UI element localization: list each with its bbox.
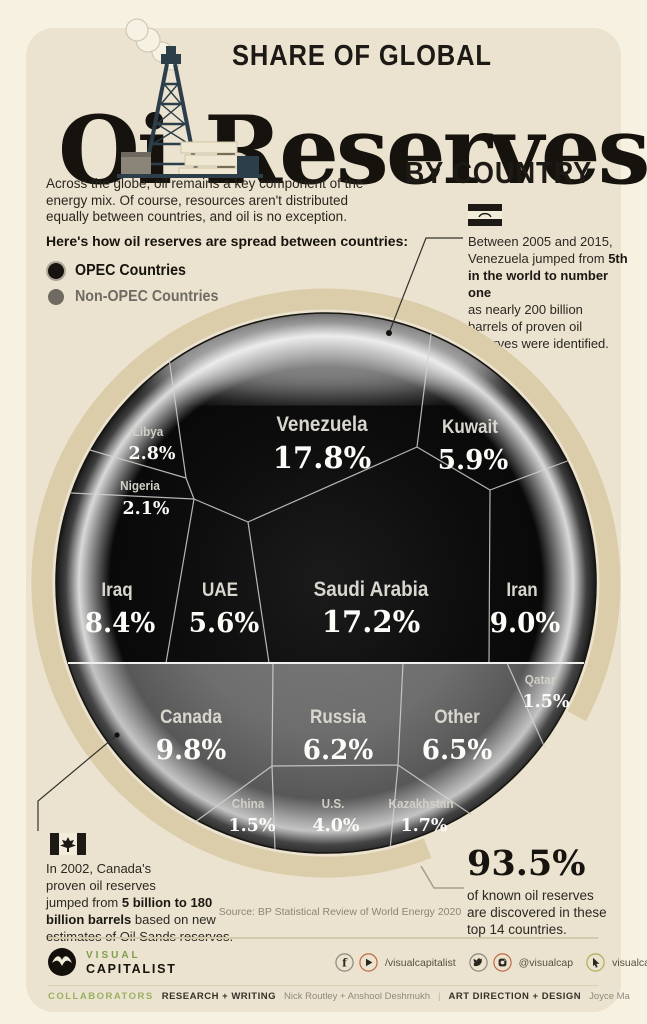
social-handle-2[interactable]: @visualcap <box>518 956 574 969</box>
cursor-icon[interactable] <box>586 953 605 972</box>
collaborators-divider <box>48 985 598 986</box>
intro-line-1: Across the globe, oil remains a key comp… <box>46 176 364 191</box>
venezuela-flag-icon <box>468 204 502 226</box>
visual-capitalist-logo[interactable] <box>47 947 77 977</box>
derrick-crown-icon <box>161 54 181 64</box>
page-title-right: Reserves <box>204 96 647 206</box>
credit-research-label: RESEARCH + WRITING <box>161 991 277 1002</box>
logo-wordmark[interactable]: VISUAL CAPITALIST <box>86 950 177 976</box>
non-opec-swatch <box>48 289 64 305</box>
opec-swatch <box>48 263 64 279</box>
credit-design-names: Joyce Ma <box>589 991 630 1002</box>
derrick-pulley-icon <box>166 46 176 54</box>
legend-label-opec: OPEC Countries <box>75 262 186 279</box>
social-links: f /visualcapitalist @visualcap visualcap… <box>335 953 647 972</box>
legend-item-non-opec: Non-OPEC Countries <box>48 288 231 306</box>
canada-annotation: In 2002, Canada's proven oil reserves ju… <box>46 861 233 944</box>
coverage-stat: 93.5% of known oil reserves are discover… <box>467 846 617 938</box>
instagram-icon[interactable] <box>492 953 512 972</box>
intro-paragraph: Across the globe, oil remains a key comp… <box>46 176 436 226</box>
collaborators-label: COLLABORATORS <box>48 991 154 1002</box>
tank-icon <box>237 156 259 174</box>
page-subtitle: BY COUNTRY <box>404 155 592 190</box>
credit-research-names: Nick Routley + Anshool Deshmukh <box>284 991 431 1002</box>
credit-separator: | <box>438 991 441 1002</box>
oil-derrick-illustration <box>117 18 263 178</box>
venezuela-annotation: Between 2005 and 2015, Venezuela jumped … <box>468 234 628 351</box>
intro-line-2: energy mix. Of course, resources aren't … <box>46 192 348 208</box>
credit-design-label: ART DIRECTION + DESIGN <box>448 991 582 1002</box>
legend-label-non-opec: Non-OPEC Countries <box>75 288 219 305</box>
svg-text:f: f <box>342 957 348 970</box>
ground-line <box>117 174 263 178</box>
maple-leaf-icon <box>60 837 76 852</box>
coverage-stat-value: 93.5% <box>467 843 586 884</box>
canada-flag-icon <box>50 833 86 855</box>
legend-item-opec: OPEC Countries <box>48 262 196 280</box>
source-citation: Source: BP Statistical Review of World E… <box>218 906 462 918</box>
social-handle-3[interactable]: visualcapitalist.com <box>612 956 647 969</box>
eyebrow-title: SHARE OF GLOBAL <box>232 40 492 72</box>
youtube-icon[interactable] <box>359 953 378 972</box>
collaborators-bar: COLLABORATORS RESEARCH + WRITING Nick Ro… <box>48 991 630 1002</box>
page-title-left: Oi <box>58 96 173 206</box>
social-handle-1[interactable]: /visualcapitalist <box>385 956 456 969</box>
facebook-icon[interactable]: f <box>335 953 354 972</box>
intro-line-3: equally between countries, and oil is no… <box>46 209 347 224</box>
footer-divider <box>48 937 598 939</box>
twitter-icon[interactable] <box>468 953 488 972</box>
intro-lead: Here's how oil reserves are spread betwe… <box>46 233 409 249</box>
barrel-stack-icon <box>178 141 246 177</box>
